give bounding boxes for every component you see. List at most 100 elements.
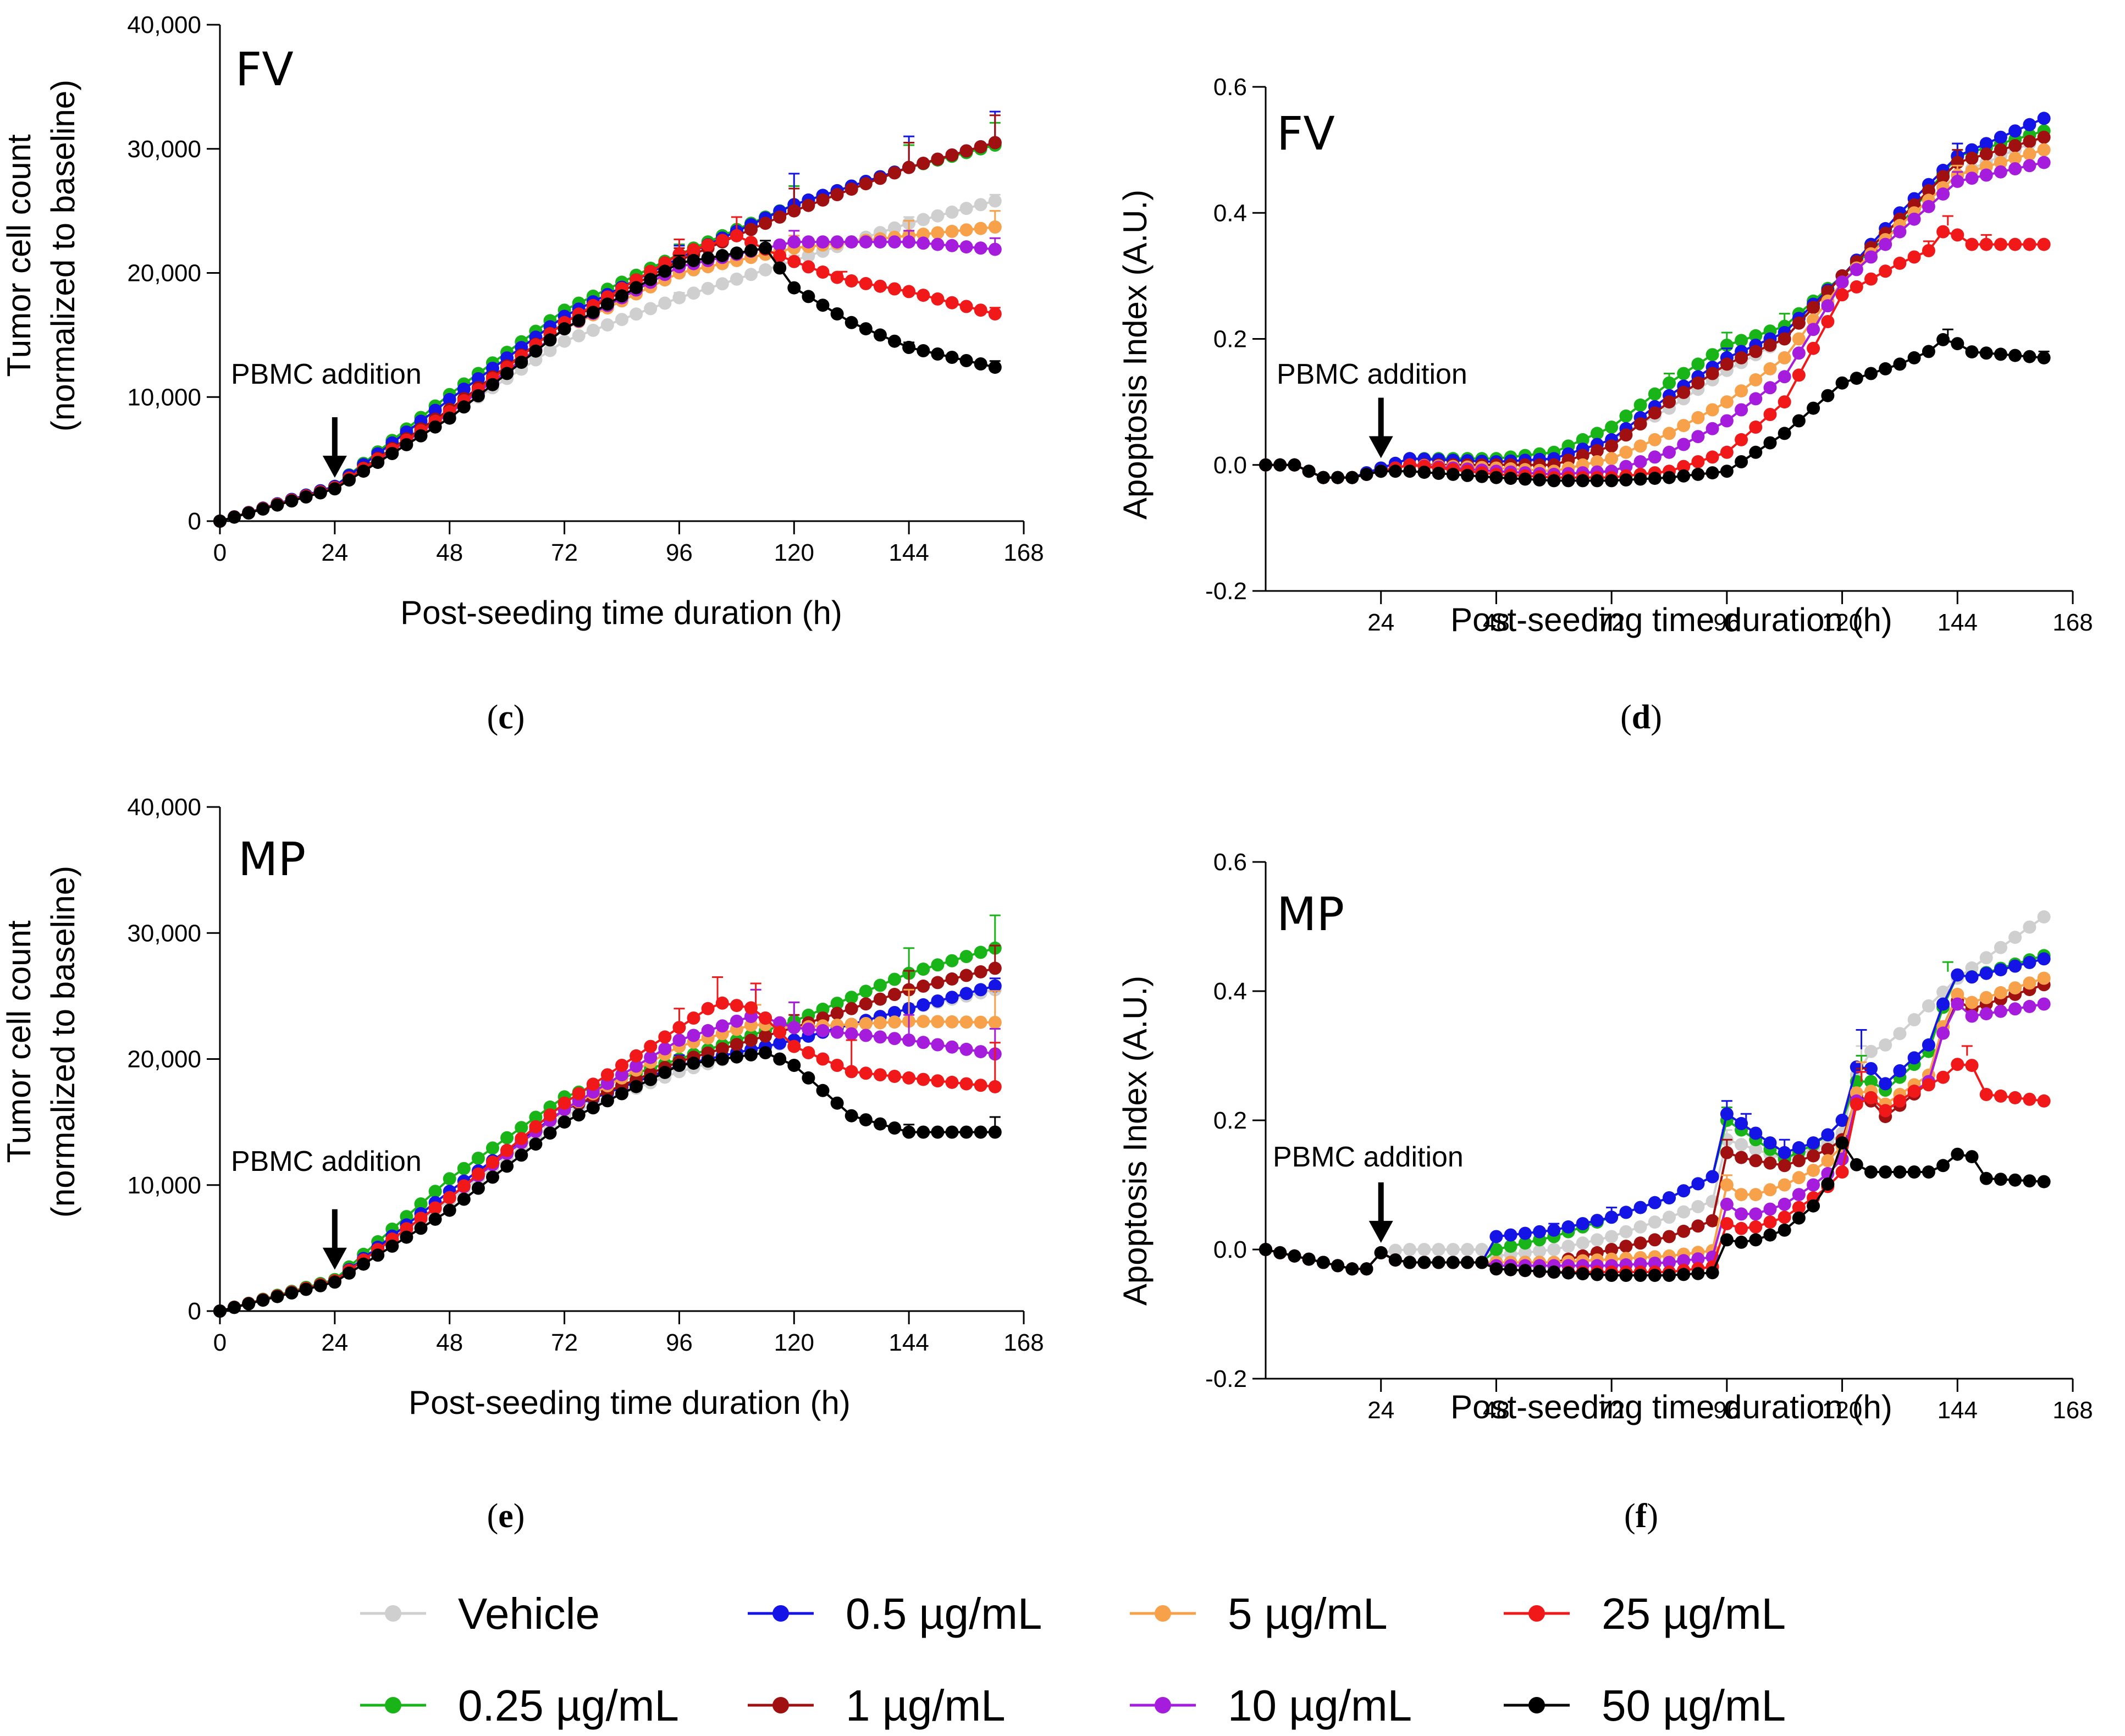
data-point-f [1605, 1230, 1619, 1243]
data-point-f [2023, 976, 2036, 990]
data-point-f [1835, 1114, 1849, 1127]
data-point-e [830, 1007, 844, 1020]
data-point-f [1763, 1156, 1777, 1170]
data-point-d [2008, 139, 2022, 152]
data-point-f [1518, 1246, 1532, 1259]
data-point-d [1417, 466, 1431, 479]
legend-label: 1 µg/mL [846, 1681, 1006, 1730]
data-point-c [888, 221, 901, 235]
x-tick-label-e: 24 [321, 1329, 348, 1356]
data-point-d [1633, 417, 1647, 431]
data-point-f [1807, 1178, 1820, 1192]
data-point-d [1677, 419, 1691, 433]
data-point-e [945, 1015, 959, 1029]
data-point-f [1633, 1201, 1647, 1214]
data-point-d [1994, 165, 2007, 179]
data-point-e [917, 998, 930, 1011]
x-tick-label-c: 24 [321, 539, 348, 566]
data-point-c [888, 334, 901, 348]
legend-label: 0.25 µg/mL [458, 1681, 679, 1730]
data-point-f [1633, 1236, 1647, 1250]
data-point-e [228, 1301, 241, 1314]
data-point-d [1720, 395, 1734, 409]
data-point-c [630, 281, 643, 295]
data-point-e [873, 1030, 887, 1044]
data-point-d [1648, 406, 1662, 420]
data-point-d [1807, 323, 1820, 336]
panel-e-xlabel: Post-seeding time duration (h) [409, 1384, 851, 1421]
data-point-e [759, 1011, 772, 1025]
data-point-c [730, 246, 743, 260]
data-point-d [1663, 471, 1676, 484]
series-d-0_5 [1259, 112, 2051, 484]
panel-f-tag: MP [1277, 887, 1344, 941]
data-point-c [730, 272, 743, 286]
data-point-d [1792, 316, 1806, 330]
data-point-c [859, 277, 873, 290]
legend-item-0_25: 0.25 µg/mL [360, 1681, 679, 1730]
data-point-f [1936, 1026, 1950, 1040]
data-point-c [974, 222, 987, 235]
data-point-d [1951, 228, 1964, 242]
data-point-e [931, 976, 945, 989]
data-point-f [1807, 1136, 1820, 1150]
data-point-d [1893, 225, 1907, 239]
panel-c-label: (c) [487, 699, 525, 736]
data-point-f [1388, 1243, 1402, 1257]
x-tick-label-f: 96 [1713, 1397, 1740, 1424]
data-point-f [1663, 1210, 1676, 1224]
data-point-c [486, 378, 499, 391]
data-point-d [1951, 337, 1964, 351]
x-tick-label-c: 168 [1003, 539, 1044, 566]
data-point-f [1792, 1154, 1806, 1168]
x-tick-label-f: 24 [1367, 1397, 1394, 1424]
data-point-d [1979, 168, 1993, 182]
data-point-d [1864, 250, 1878, 264]
data-point-f [1821, 1177, 1835, 1191]
panel-d-tag: FV [1277, 107, 1335, 161]
data-point-e [830, 1096, 844, 1110]
data-point-e [845, 1002, 858, 1015]
data-point-f [1633, 1269, 1647, 1282]
data-point-f [1374, 1246, 1388, 1259]
data-point-d [1821, 315, 1835, 328]
plot-area-f: -0.2 0.0 0.2 0.4 0.6 24 48 72 96 120 144 168 [1205, 849, 2093, 1424]
data-point-f [1619, 1240, 1633, 1253]
data-point-f [1951, 987, 1964, 1001]
x-tick-label-d: 72 [1598, 609, 1625, 636]
legend-label: 5 µg/mL [1228, 1589, 1388, 1638]
x-tick-label-d: 96 [1713, 609, 1740, 636]
data-point-e [802, 1071, 815, 1085]
data-point-d [1518, 472, 1532, 486]
data-point-e [630, 1080, 643, 1093]
data-point-e [873, 1117, 887, 1131]
data-point-f [1979, 966, 1993, 980]
data-point-c [974, 140, 987, 153]
data-point-e [630, 1059, 643, 1073]
data-point-d [1864, 367, 1878, 380]
data-point-f [1979, 1171, 1993, 1185]
data-point-c [457, 400, 471, 414]
legend-item-5: 5 µg/mL [1130, 1589, 1388, 1638]
data-point-e [917, 1036, 930, 1049]
data-point-d [1720, 465, 1734, 478]
data-point-c [400, 438, 413, 451]
data-point-f [1533, 1264, 1547, 1278]
data-point-e [658, 1030, 672, 1044]
data-point-c [945, 148, 959, 162]
data-point-c [773, 238, 787, 252]
data-point-c [773, 261, 787, 275]
data-point-e [945, 1040, 959, 1054]
data-point-f [1979, 1088, 1993, 1101]
data-point-e [313, 1279, 327, 1292]
data-point-d [1807, 301, 1820, 314]
data-point-f [1792, 1141, 1806, 1154]
data-point-f [1879, 1077, 1892, 1091]
data-point-d [1590, 427, 1604, 440]
data-point-e [630, 1049, 643, 1063]
data-point-f [1979, 951, 1993, 965]
data-point-d [1705, 403, 1719, 417]
data-point-f [1691, 1267, 1705, 1280]
data-point-c [802, 235, 815, 249]
data-point-c [830, 188, 844, 201]
